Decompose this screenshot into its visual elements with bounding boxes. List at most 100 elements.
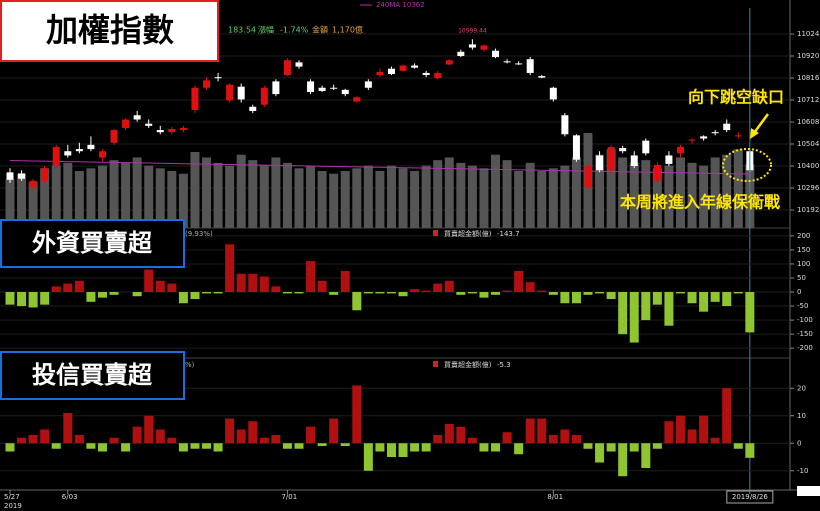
bar (618, 292, 628, 335)
bar (51, 443, 61, 449)
pct-note: (9.93%) (185, 230, 213, 238)
volume-bar (74, 171, 84, 228)
volume-bar (421, 165, 431, 228)
candle-body (283, 60, 291, 76)
volume-bar (699, 165, 709, 228)
change: 183.54 (228, 26, 256, 35)
bar (479, 443, 489, 452)
candle-body (260, 87, 268, 105)
bar (606, 443, 616, 452)
bar (710, 292, 720, 302)
candle-body (98, 151, 106, 158)
bar (629, 292, 639, 343)
bar (745, 292, 755, 333)
bar (618, 443, 628, 477)
chart-title: 加權指數 (46, 11, 174, 49)
y-tick-label: 150 (797, 246, 810, 254)
panel-title: 投信買賣超 (32, 361, 153, 389)
candle-body (526, 59, 534, 73)
candle-body (203, 80, 211, 88)
volume-bar (664, 165, 674, 228)
bar (28, 435, 38, 444)
candle-body (538, 76, 546, 78)
candle-body (688, 139, 696, 141)
candle-body (399, 65, 407, 71)
bar (444, 424, 454, 444)
candle-body (711, 132, 719, 134)
volume-bar (178, 173, 188, 228)
candle-body (64, 151, 72, 156)
bar (5, 292, 15, 305)
candle-body (156, 130, 164, 133)
pct-note: %) (185, 361, 195, 369)
bar (641, 443, 651, 468)
volume-bar (410, 171, 420, 228)
candle-body (619, 148, 627, 152)
change-pct: -1.74% (280, 26, 309, 35)
candle-body (318, 87, 326, 91)
bar (560, 292, 570, 304)
bar (155, 280, 165, 293)
bar (202, 292, 212, 294)
bar (213, 292, 223, 294)
candle-body (434, 72, 442, 79)
bar (502, 432, 512, 444)
volume-bar (595, 154, 605, 228)
volume-bar (606, 149, 616, 228)
volume-bar (433, 160, 443, 228)
bar (271, 286, 281, 293)
candle-body (411, 65, 419, 68)
annotation: 向下跳空缺口 (688, 88, 784, 107)
candle-body (145, 123, 153, 126)
bar (17, 437, 27, 444)
amount-label: 金額 (312, 25, 328, 35)
candle-body (480, 45, 488, 50)
bar (410, 443, 420, 452)
bar (433, 283, 443, 293)
title-box (0, 219, 185, 268)
bar (363, 443, 373, 471)
volume-bar (352, 168, 362, 228)
volume-bar (121, 162, 131, 228)
volume-bar (502, 160, 512, 228)
bar (444, 280, 454, 293)
bar (583, 443, 593, 449)
ma-line (9, 160, 750, 175)
bar (352, 292, 362, 311)
bar (710, 437, 720, 444)
volume-bar (63, 162, 73, 228)
candle-body (307, 81, 315, 92)
candle-body (214, 77, 222, 79)
corner-box (797, 486, 820, 496)
annotation: 本周將進入年線保衛戰 (620, 193, 780, 212)
y-tick-label: 10920 (797, 52, 819, 60)
bar (421, 290, 431, 293)
bar (190, 292, 200, 300)
bar (63, 413, 73, 444)
bar (421, 443, 431, 452)
candle-body (29, 180, 37, 188)
volume-bar (548, 168, 558, 228)
volume-bar (294, 168, 304, 228)
candle-body (630, 155, 638, 167)
candle-body (75, 149, 83, 152)
bar (641, 292, 651, 321)
volume-bar (271, 157, 281, 228)
candle-body (52, 146, 60, 167)
x-tick-label: 6/03 (62, 493, 78, 501)
volume-bar (132, 157, 142, 228)
volume-bar (398, 168, 408, 228)
bar (259, 437, 269, 444)
bar (514, 270, 524, 293)
bar (595, 443, 605, 463)
volume-bar (571, 157, 581, 228)
bar (259, 276, 269, 293)
candle-body (133, 115, 141, 120)
candle-body (422, 72, 430, 76)
bar (317, 443, 327, 446)
bar (282, 443, 292, 449)
volume-bar (641, 160, 651, 228)
bar (352, 385, 362, 444)
bar (51, 286, 61, 293)
bar (410, 289, 420, 293)
